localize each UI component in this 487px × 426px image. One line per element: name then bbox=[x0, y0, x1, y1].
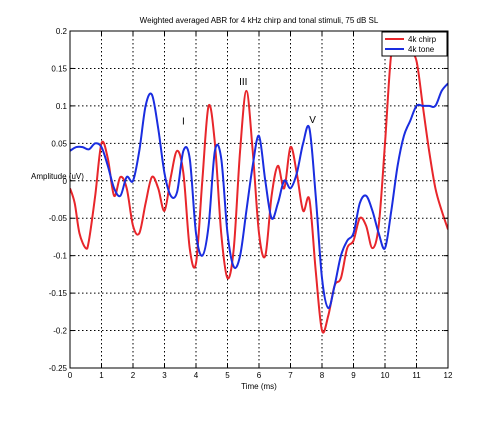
x-tick-labels: 0 1 2 3 4 5 6 7 8 9 10 11 12 bbox=[68, 371, 453, 380]
x-tick-label: 9 bbox=[351, 371, 356, 380]
series-line-chirp bbox=[70, 42, 448, 334]
series-group bbox=[70, 42, 448, 334]
y-tick-labels: 0.2 0.15 0.1 0.05 0 -0.05 -0.1 -0.15 -0.2 -0.25 bbox=[49, 27, 68, 373]
series-line-tone bbox=[70, 82, 448, 310]
chart-title: Weighted averaged ABR for 4 kHz chirp an… bbox=[140, 16, 379, 25]
y-tick-label: 0.15 bbox=[51, 64, 67, 73]
y-tick-label: -0.1 bbox=[53, 252, 67, 261]
x-tick-label: 11 bbox=[412, 371, 421, 380]
x-tick-label: 5 bbox=[225, 371, 230, 380]
y-tick-label: -0.2 bbox=[53, 327, 67, 336]
legend-label: 4k tone bbox=[408, 45, 435, 54]
x-axis-label: Time (ms) bbox=[241, 382, 277, 391]
y-tick-label: 0 bbox=[63, 177, 68, 186]
x-tick-label: 10 bbox=[381, 371, 390, 380]
x-tick-label: 6 bbox=[257, 371, 262, 380]
x-tick-label: 7 bbox=[288, 371, 293, 380]
x-tick-label: 2 bbox=[131, 371, 136, 380]
x-tick-label: 4 bbox=[194, 371, 199, 380]
x-tick-label: 3 bbox=[162, 371, 167, 380]
y-tick-label: -0.15 bbox=[49, 289, 68, 298]
x-tick-label: 12 bbox=[444, 371, 453, 380]
x-tick-label: 1 bbox=[99, 371, 104, 380]
wave-label: I bbox=[182, 117, 185, 128]
wave-label: V bbox=[309, 115, 316, 126]
wave-label: III bbox=[239, 77, 247, 88]
y-tick-label: 0.05 bbox=[51, 139, 67, 148]
legend-label: 4k chirp bbox=[408, 35, 437, 44]
x-tick-label: 8 bbox=[320, 371, 325, 380]
grid bbox=[70, 31, 448, 368]
y-tick-label: 0.1 bbox=[56, 102, 68, 111]
y-tick-label: 0.2 bbox=[56, 27, 68, 36]
y-tick-label: -0.25 bbox=[49, 364, 68, 373]
y-axis-label: Amplitude (uV) bbox=[31, 172, 84, 181]
x-tick-label: 0 bbox=[68, 371, 73, 380]
legend-box bbox=[381, 31, 448, 57]
y-tick-label: -0.05 bbox=[49, 214, 68, 223]
